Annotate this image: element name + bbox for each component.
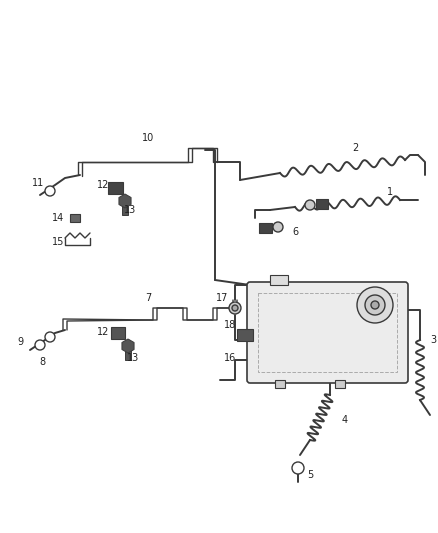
Bar bbox=[125, 346, 131, 360]
Circle shape bbox=[45, 186, 55, 196]
Text: 4: 4 bbox=[342, 415, 348, 425]
Text: 13: 13 bbox=[124, 205, 136, 215]
Text: 16: 16 bbox=[224, 353, 236, 363]
Text: 17: 17 bbox=[216, 293, 228, 303]
Text: 9: 9 bbox=[17, 337, 23, 347]
Text: 6: 6 bbox=[292, 227, 298, 237]
Circle shape bbox=[357, 287, 393, 323]
Text: 12: 12 bbox=[97, 180, 109, 190]
Bar bbox=[259, 223, 272, 233]
Bar bbox=[275, 380, 285, 388]
Bar bbox=[70, 214, 80, 222]
Text: 8: 8 bbox=[39, 357, 45, 367]
Text: 5: 5 bbox=[307, 470, 313, 480]
Bar bbox=[111, 327, 125, 339]
Circle shape bbox=[35, 340, 45, 350]
Circle shape bbox=[229, 302, 241, 314]
Bar bbox=[237, 329, 253, 341]
Text: 11: 11 bbox=[32, 178, 44, 188]
Text: 1: 1 bbox=[387, 187, 393, 197]
Circle shape bbox=[273, 222, 283, 232]
Circle shape bbox=[232, 305, 238, 311]
Text: 18: 18 bbox=[224, 320, 236, 330]
Polygon shape bbox=[122, 339, 134, 353]
Bar bbox=[122, 201, 128, 215]
Bar bbox=[258, 293, 397, 372]
Circle shape bbox=[305, 200, 315, 210]
Text: 12: 12 bbox=[97, 327, 109, 337]
Bar bbox=[335, 380, 345, 388]
Text: 14: 14 bbox=[52, 213, 64, 223]
Text: 15: 15 bbox=[52, 237, 64, 247]
Polygon shape bbox=[119, 194, 131, 208]
Circle shape bbox=[371, 301, 379, 309]
Circle shape bbox=[45, 332, 55, 342]
Circle shape bbox=[292, 462, 304, 474]
Text: 10: 10 bbox=[142, 133, 154, 143]
Text: 2: 2 bbox=[352, 143, 358, 153]
Bar bbox=[108, 182, 123, 194]
Bar bbox=[270, 275, 288, 285]
Text: 3: 3 bbox=[430, 335, 436, 345]
Circle shape bbox=[365, 295, 385, 315]
Bar bbox=[316, 199, 328, 209]
Text: 7: 7 bbox=[145, 293, 151, 303]
FancyBboxPatch shape bbox=[247, 282, 408, 383]
Text: 13: 13 bbox=[127, 353, 139, 363]
